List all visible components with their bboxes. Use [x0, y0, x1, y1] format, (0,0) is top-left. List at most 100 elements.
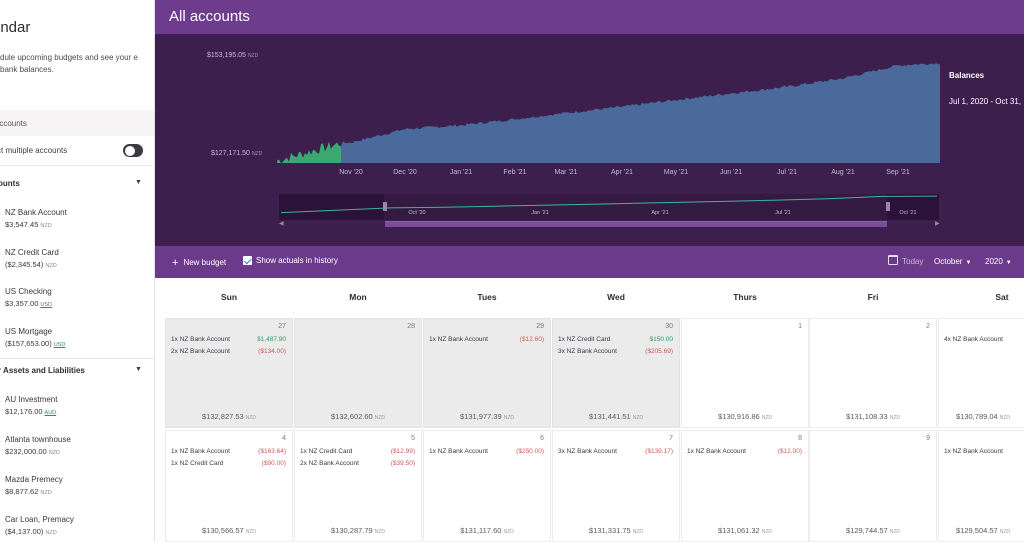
day-number: 7 [669, 435, 673, 442]
day-number: 29 [536, 323, 544, 330]
scroll-right-arrow-icon[interactable]: ▶ [935, 221, 940, 227]
budget-entry[interactable]: 1x NZ Bank Account ($12.00) [687, 448, 802, 460]
year-select[interactable]: 2020 ▼ [985, 257, 1012, 266]
calendar-day-cell[interactable]: 1x NZ Bank Account $129,504.57 NZD [938, 430, 1024, 542]
budget-entry[interactable]: 2x NZ Bank Account ($39.50) [300, 460, 415, 472]
sidebar-account-au-investment[interactable]: AU Investment $12,176.00 AUD [5, 394, 153, 424]
calendar-day-cell[interactable]: 4 1x NZ Bank Account ($163.64) 1x NZ Credit… [165, 430, 293, 542]
budget-entry[interactable]: 1x NZ Bank Account ($12.60) [429, 336, 544, 348]
sidebar-account-car-loan[interactable]: Car Loan, Premacy ($4,137.00) NZD [5, 514, 153, 542]
navigator-mask-left [279, 194, 384, 220]
budget-entry[interactable]: 1x NZ Bank Account $1,487.90 [171, 336, 286, 348]
navigator-handle-right[interactable] [886, 202, 890, 211]
calendar-day-cell[interactable]: 27 1x NZ Bank Account $1,487.90 2x NZ Bank … [165, 318, 293, 428]
account-group-other[interactable]: r Assets and Liabilities ▼ [0, 361, 154, 385]
calendar-day-cell[interactable]: 1 $130,916.86 NZD [681, 318, 809, 428]
today-button[interactable]: Today [902, 257, 924, 266]
calendar-day-cell[interactable]: 2 $131,108.33 NZD [809, 318, 937, 428]
day-balance-total: $129,744.57 NZD [846, 526, 900, 535]
navigator-scrollbar[interactable] [385, 221, 887, 227]
account-name: US Mortgage [5, 327, 53, 336]
calendar-day-cell[interactable]: 6 1x NZ Bank Account ($250.00) $131,117.60 N… [423, 430, 551, 542]
balance-chart[interactable]: ◀ ▶ $153,195.05 NZD $127,171.50 NZD Nov '2… [155, 34, 1024, 246]
chart-date-range: Jul 1, 2020 - Oct 31, [949, 97, 1022, 106]
account-balance: ($157,653.00) USD [5, 339, 66, 348]
sidebar-account-us-checking[interactable]: US Checking $3,357.00 USD [5, 286, 153, 316]
calendar-toolbar: + New budget Show actuals in history Toda… [155, 246, 1024, 278]
sidebar: endar dule upcoming budgets and see your… [0, 0, 155, 542]
budget-entry-label: 1x NZ Bank Account [687, 448, 746, 455]
day-of-week-header: Sat [995, 292, 1009, 302]
chart-legend-title: Balances [949, 71, 985, 80]
calendar-day-cell[interactable]: 5 1x NZ Credit Card ($12.99) 2x NZ Bank Acc… [294, 430, 422, 542]
calendar-day-cell[interactable]: 8 1x NZ Bank Account ($12.00) $131,061.32 NZ… [681, 430, 809, 542]
calendar-icon[interactable] [888, 255, 898, 265]
balance-chart-svg[interactable]: ◀ ▶ [155, 34, 1024, 246]
sidebar-account-mazda[interactable]: Mazda Premecy $8,877.62 NZD [5, 474, 153, 504]
sidebar-account-atlanta-townhouse[interactable]: Atlanta townhouse $232,000.00 NZD [5, 434, 153, 464]
select-multiple-row: ct multiple accounts [0, 136, 154, 166]
account-name: Atlanta townhouse [5, 435, 71, 444]
month-select[interactable]: October ▼ [934, 257, 972, 266]
budget-entry-label: 2x NZ Bank Account [171, 348, 230, 355]
calendar-day-cell[interactable]: 7 3x NZ Bank Account ($139.17) $131,331.75 N… [552, 430, 680, 542]
show-actuals-checkbox[interactable] [243, 256, 252, 265]
budget-entry[interactable]: 4x NZ Bank Account [944, 336, 1021, 348]
account-name: NZ Credit Card [5, 248, 59, 257]
show-actuals-label[interactable]: Show actuals in history [256, 256, 338, 265]
account-name: Mazda Premecy [5, 475, 63, 484]
account-balance: $8,877.62 NZD [5, 487, 52, 496]
account-group-bank[interactable]: ounts ▼ [0, 174, 154, 198]
budget-entry[interactable]: 1x NZ Bank Account ($250.00) [429, 448, 544, 460]
x-tick-label: Jul '21 [776, 169, 798, 176]
navigator-tick-label: Oct '20 [408, 210, 426, 216]
x-tick-label: Feb '21 [503, 169, 527, 176]
navigator-line [280, 195, 938, 214]
currency-link[interactable]: AUD [44, 410, 57, 416]
budget-entry[interactable]: 1x NZ Credit Card ($12.99) [300, 448, 415, 460]
calendar-day-cell[interactable]: 29 1x NZ Bank Account ($12.60) $131,977.39 N… [423, 318, 551, 428]
new-budget-button[interactable]: + New budget [172, 257, 227, 269]
day-number: 8 [798, 435, 802, 442]
budget-entry[interactable]: 1x NZ Credit Card $150.00 [558, 336, 673, 348]
chart-navigator[interactable]: ◀ ▶ [279, 194, 940, 227]
chevron-down-icon[interactable]: ▼ [135, 366, 142, 373]
budget-entry[interactable]: 1x NZ Bank Account ($163.64) [171, 448, 286, 460]
day-number: 28 [407, 323, 415, 330]
sidebar-account-nz-credit[interactable]: NZ Credit Card ($2,345.54) NZD [5, 247, 153, 277]
projected-balance-area[interactable] [341, 62, 940, 163]
budget-entry-label: 1x NZ Bank Account [171, 336, 230, 343]
currency-link[interactable]: USD [40, 302, 52, 308]
budget-entry-label: 1x NZ Bank Account [429, 336, 488, 343]
day-balance-total: $130,566.57 NZD [202, 526, 256, 535]
day-balance-total: $131,441.51 NZD [589, 412, 643, 421]
budget-entry[interactable]: 1x NZ Bank Account [944, 448, 1021, 460]
balance-series-area[interactable] [277, 62, 940, 164]
historical-balance-area[interactable] [277, 141, 341, 164]
day-of-week-header: Tues [477, 292, 497, 302]
budget-entry-label: 1x NZ Bank Account [944, 448, 1003, 455]
day-number: 27 [278, 323, 286, 330]
sidebar-account-nz-bank[interactable]: NZ Bank Account $3,547.45 NZD [5, 207, 153, 237]
currency-link[interactable]: USD [53, 342, 66, 348]
budget-entry[interactable]: 3x NZ Bank Account ($139.17) [558, 448, 673, 460]
day-number: 9 [926, 435, 930, 442]
calendar-day-cell[interactable]: 9 $129,744.57 NZD [809, 430, 937, 542]
day-number: 1 [798, 323, 802, 330]
budget-entry[interactable]: 1x NZ Credit Card ($90.00) [171, 460, 286, 472]
budget-entry[interactable]: 2x NZ Bank Account ($134.00) [171, 348, 286, 360]
calendar-day-cell[interactable]: 4x NZ Bank Account $130,789.04 NZD [938, 318, 1024, 428]
calendar-day-cell[interactable]: 28 $132,602.60 NZD [294, 318, 422, 428]
day-balance-total: $131,977.39 NZD [460, 412, 514, 421]
navigator-tick-label: Jul '21 [775, 210, 791, 216]
budget-entry-amount: ($12.60) [519, 336, 544, 343]
chevron-down-icon[interactable]: ▼ [135, 179, 142, 186]
account-group-label: ounts [0, 179, 20, 188]
sidebar-account-us-mortgage[interactable]: US Mortgage ($157,653.00) USD [5, 326, 153, 356]
scroll-left-arrow-icon[interactable]: ◀ [279, 221, 284, 227]
select-multiple-toggle[interactable] [123, 144, 143, 157]
calendar-day-cell[interactable]: 30 1x NZ Credit Card $150.00 3x NZ Bank Acc… [552, 318, 680, 428]
budget-entry-amount: $150.00 [649, 336, 674, 343]
navigator-handle-left[interactable] [383, 202, 387, 211]
budget-entry[interactable]: 3x NZ Bank Account ($205.69) [558, 348, 673, 360]
